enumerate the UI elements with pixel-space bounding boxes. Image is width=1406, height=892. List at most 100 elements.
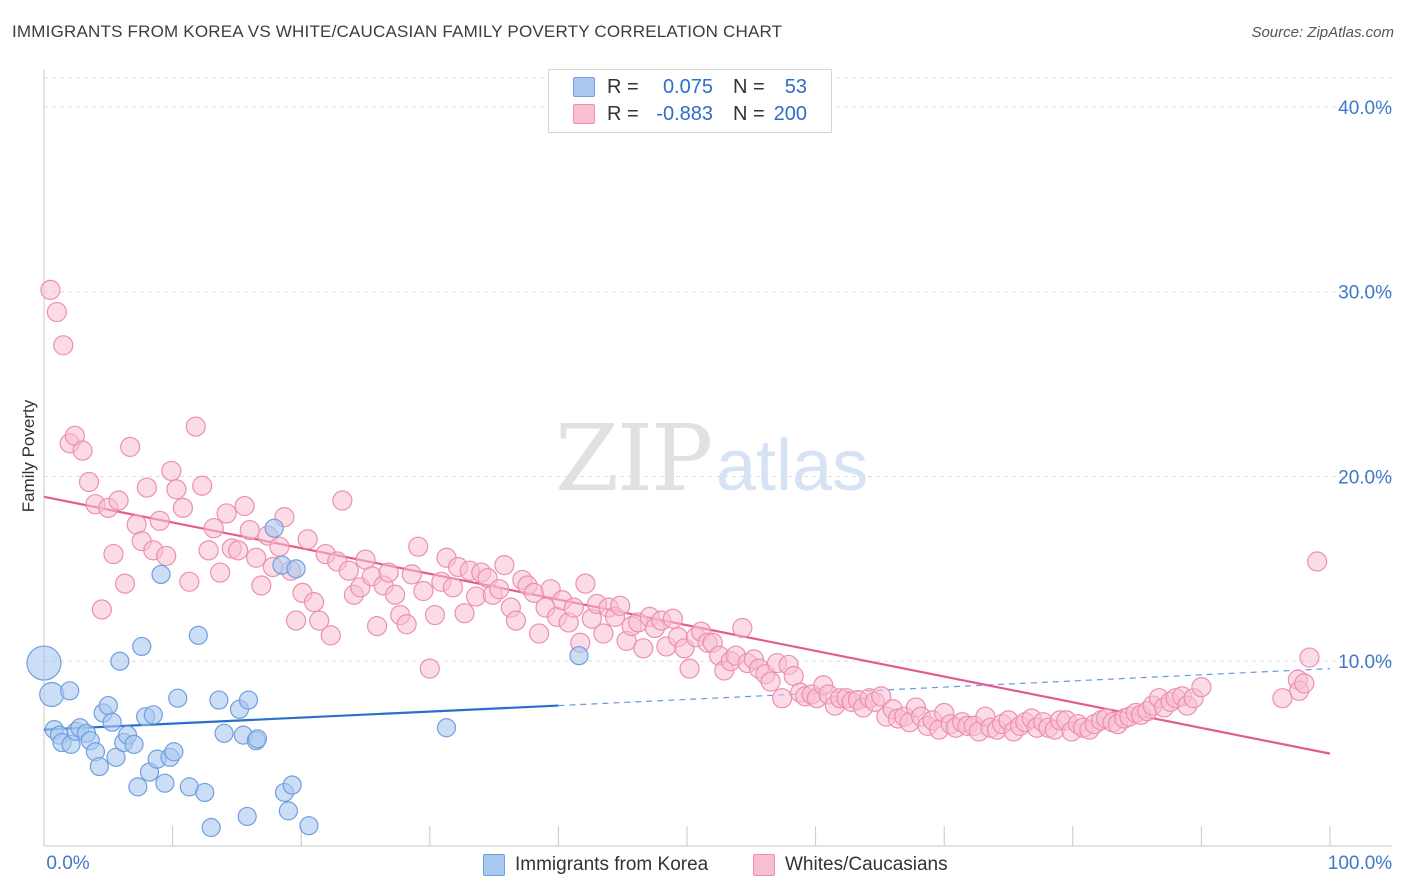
point-korea <box>143 705 163 725</box>
point-white <box>1299 647 1320 668</box>
point-korea <box>164 742 184 762</box>
bottom-legend-white: Whites/Caucasians <box>753 852 948 878</box>
x-tick-label-min: 0.0% <box>46 853 89 874</box>
point-korea <box>436 718 457 738</box>
point-white <box>384 584 406 605</box>
y-axis-label: Family Poverty <box>19 399 38 512</box>
trend-line-korea <box>43 704 559 731</box>
point-white <box>136 477 157 498</box>
point-white <box>156 545 177 567</box>
points-immigrants-from-korea <box>26 518 589 838</box>
watermark: ZIP atlas <box>555 405 868 512</box>
point-white <box>234 495 255 517</box>
point-white <box>251 575 272 596</box>
trend-line-korea-extension <box>558 668 1331 707</box>
point-white <box>149 510 170 531</box>
point-korea <box>128 777 148 797</box>
point-korea <box>214 723 234 743</box>
point-korea <box>238 690 259 710</box>
point-white <box>185 416 206 437</box>
point-white <box>166 479 187 500</box>
point-white <box>505 610 527 631</box>
point-white <box>303 592 325 613</box>
point-white <box>1272 688 1293 709</box>
point-white <box>172 497 193 518</box>
point-white <box>772 688 793 709</box>
point-white <box>216 503 237 524</box>
point-white <box>424 604 446 626</box>
point-white <box>1294 673 1315 694</box>
point-white <box>610 595 631 616</box>
point-white <box>203 518 224 539</box>
point-white <box>120 436 141 458</box>
point-korea <box>286 559 306 579</box>
point-white <box>1191 677 1212 698</box>
point-white <box>489 579 510 600</box>
point-white <box>210 562 231 583</box>
legend-swatch-white <box>573 104 595 124</box>
chart-source: Source: ZipAtlas.com <box>1251 24 1394 41</box>
point-white <box>563 597 584 618</box>
point-white <box>366 616 388 637</box>
bottom-legend-korea: Immigrants from Korea <box>483 852 708 878</box>
point-white <box>593 623 614 644</box>
point-white <box>103 543 124 565</box>
point-korea <box>98 695 118 716</box>
point-white <box>91 599 112 620</box>
point-white <box>1307 551 1328 572</box>
point-white <box>732 617 753 639</box>
point-white <box>320 625 341 646</box>
point-korea <box>282 775 302 795</box>
point-white <box>114 573 136 594</box>
legend-n-value: 53 <box>784 75 807 98</box>
point-white <box>419 658 440 679</box>
legend-r-value: 0.075 <box>662 75 713 98</box>
point-white <box>108 490 129 511</box>
legend-r-value: -0.883 <box>656 102 713 125</box>
point-white <box>269 536 290 557</box>
point-white <box>78 471 100 493</box>
point-korea <box>209 690 229 710</box>
point-korea <box>155 773 175 793</box>
point-white <box>871 686 892 707</box>
legend-n-value: 200 <box>773 102 807 125</box>
bottom-legend-label-korea: Immigrants from Korea <box>515 854 709 875</box>
watermark-atlas: atlas <box>716 426 868 506</box>
legend-n-label: N = <box>733 102 765 125</box>
point-korea <box>89 756 109 777</box>
point-white <box>378 562 399 583</box>
point-korea <box>106 747 126 767</box>
point-white <box>53 335 74 356</box>
point-white <box>575 573 596 594</box>
point-white <box>401 564 422 585</box>
point-white <box>408 536 429 557</box>
point-white <box>246 547 267 568</box>
point-korea <box>132 636 152 657</box>
point-white <box>332 490 353 511</box>
legend-n-label: N = <box>733 75 765 98</box>
point-white <box>192 475 213 496</box>
point-korea <box>26 645 62 681</box>
point-korea <box>195 782 215 803</box>
x-tick-label-max: 100.0% <box>1328 853 1393 874</box>
watermark-zip: ZIP <box>555 405 711 512</box>
point-korea <box>102 712 122 732</box>
legend-row-korea: R = 0.075 N = 53 <box>573 75 807 99</box>
legend-r-label: R = <box>607 75 639 98</box>
point-white <box>46 301 67 323</box>
point-white <box>633 638 654 659</box>
point-korea <box>39 681 65 708</box>
y-tick-label: 10.0% <box>1338 652 1392 673</box>
legend-row-white: R = -0.883 N = 200 <box>573 102 807 126</box>
point-white <box>442 577 464 598</box>
bottom-legend-swatch-white <box>753 854 775 876</box>
point-white <box>179 571 200 592</box>
point-white <box>161 460 182 482</box>
point-white <box>413 580 434 602</box>
legend-r-label: R = <box>607 102 639 125</box>
gridlines <box>44 77 1392 662</box>
point-white <box>309 610 330 631</box>
y-tick-label: 20.0% <box>1338 467 1392 488</box>
point-korea <box>201 817 221 838</box>
point-white <box>239 519 260 541</box>
